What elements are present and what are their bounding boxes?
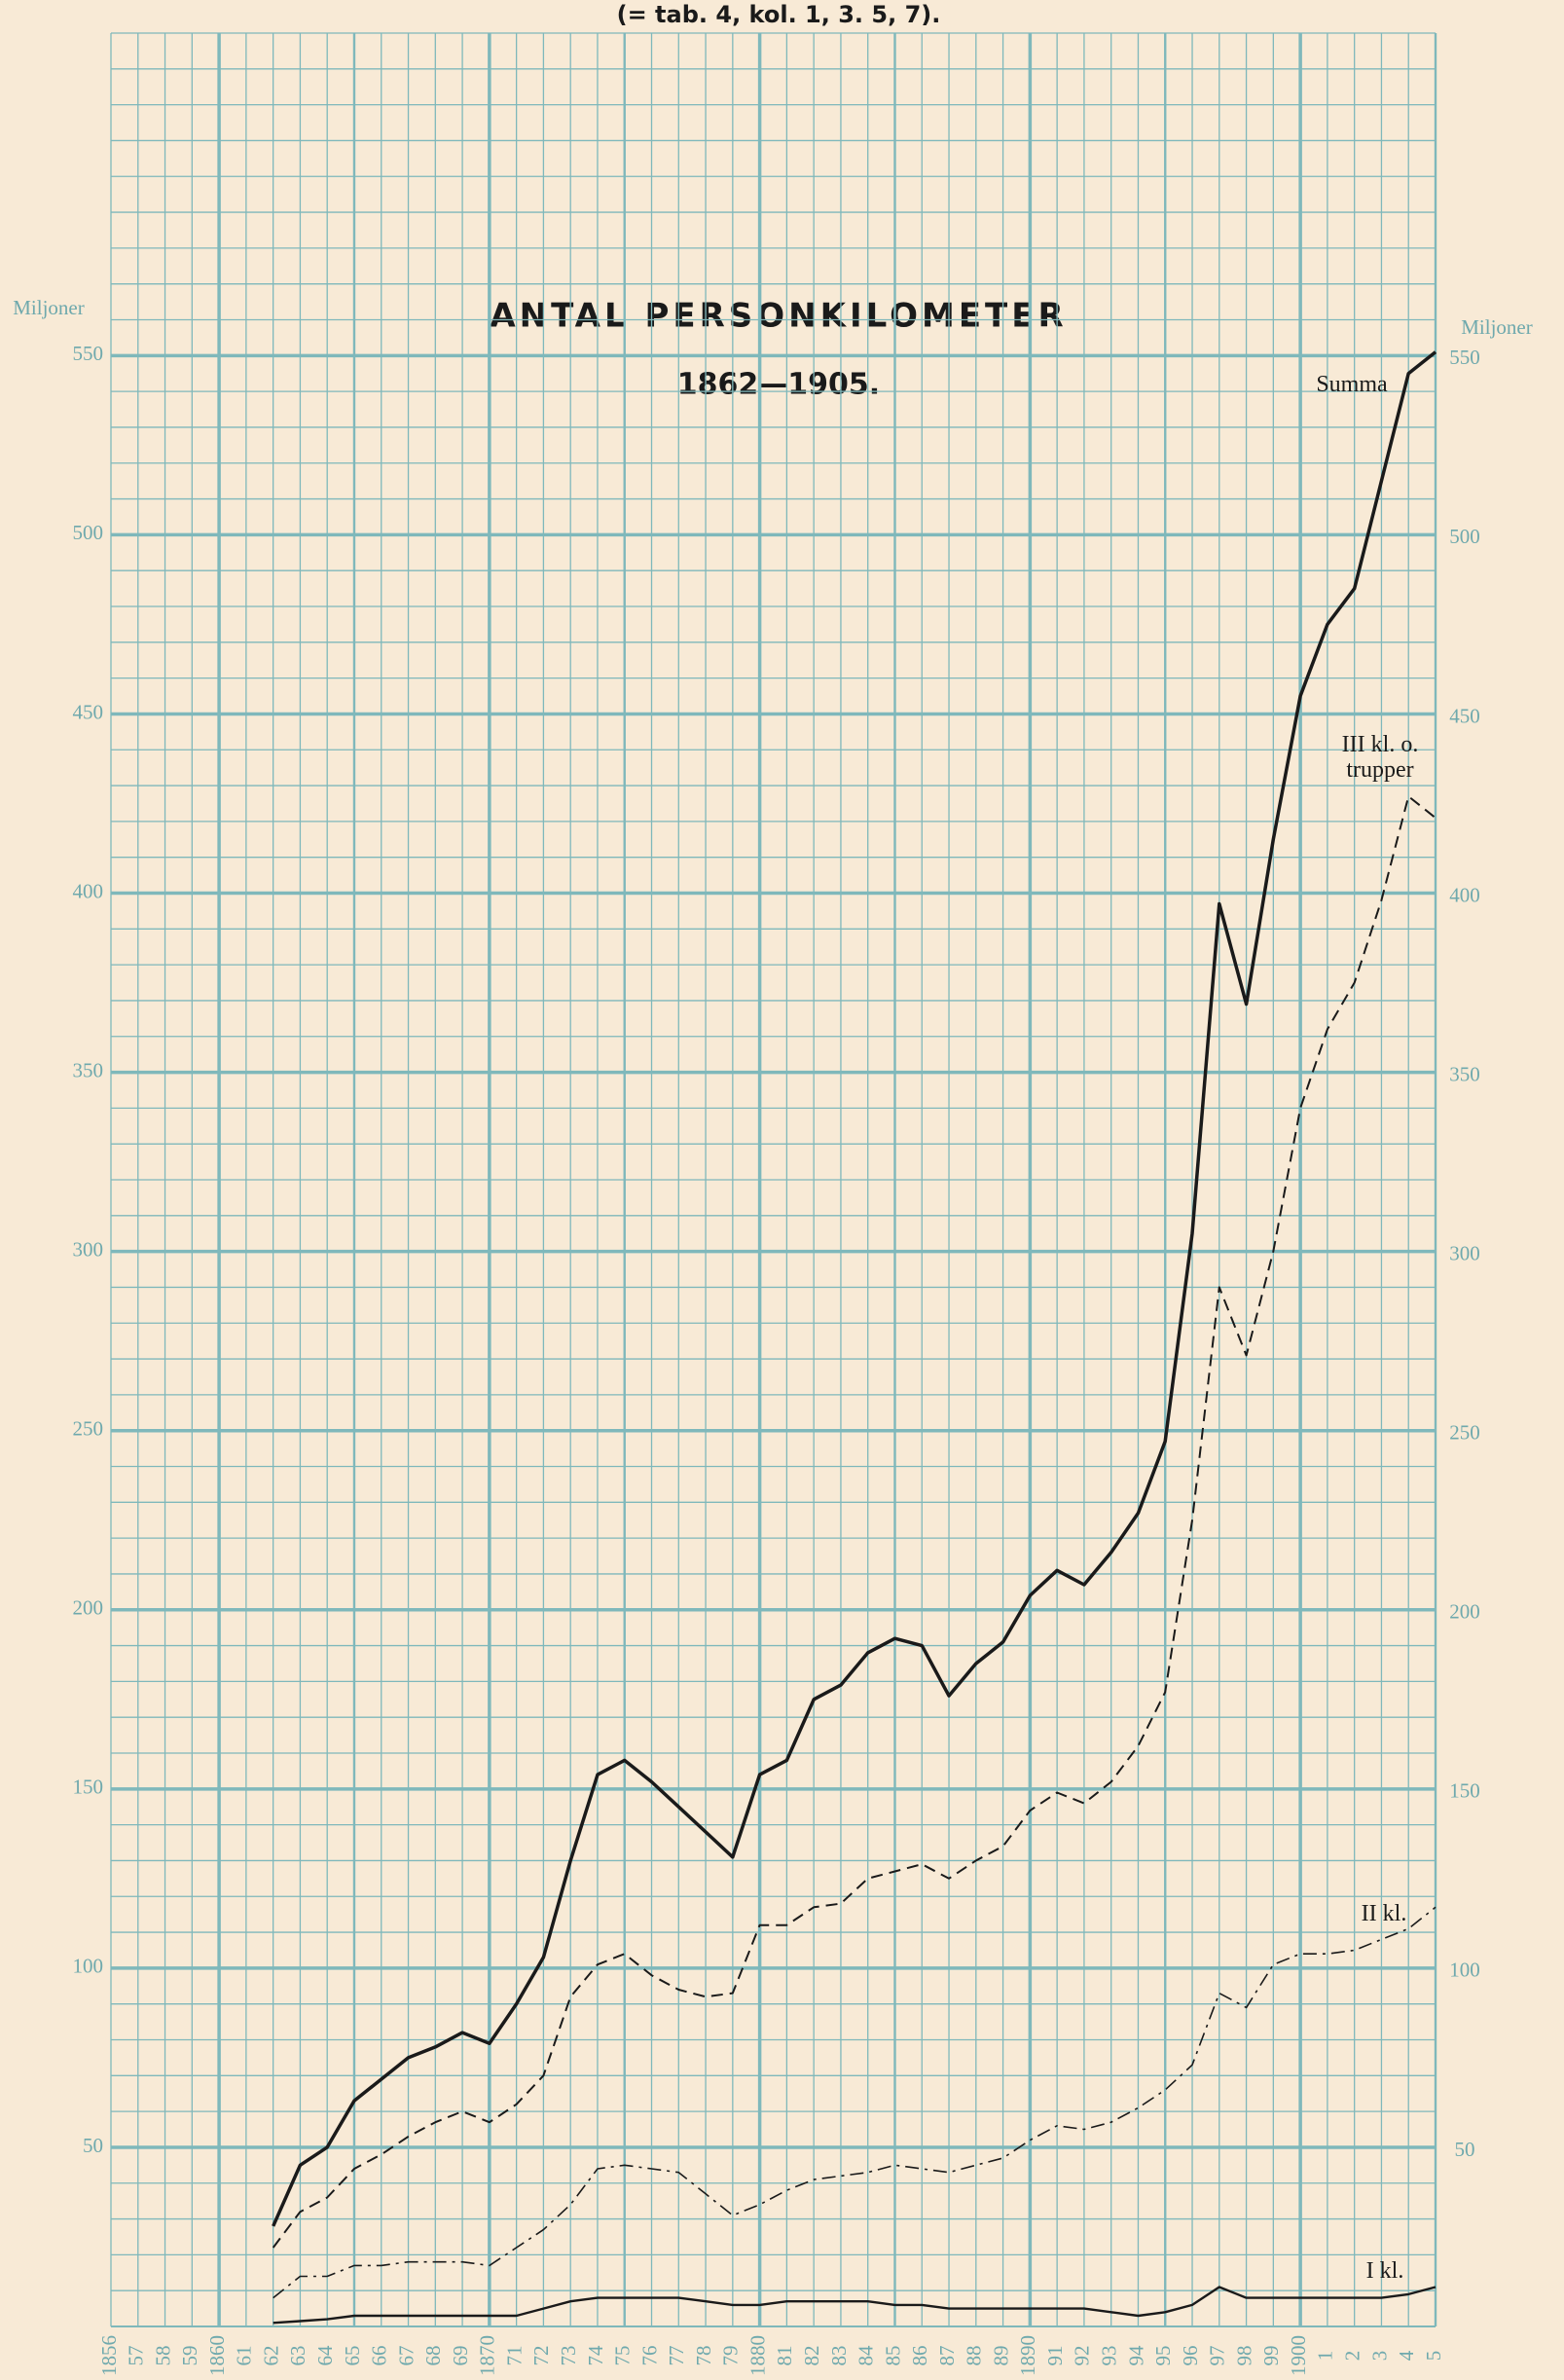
x-tick-label: 94: [1124, 2345, 1147, 2366]
x-tick-label: 1880: [746, 2335, 769, 2376]
x-tick-label: 62: [259, 2346, 282, 2366]
y-tick-label: 550: [73, 342, 104, 365]
x-tick-label: 1856: [97, 2335, 121, 2376]
x-tick-label: 82: [800, 2346, 823, 2366]
data-line: [273, 1906, 1437, 2299]
y-tick-label-right: 50: [1455, 2138, 1475, 2161]
x-tick-label: 81: [773, 2346, 796, 2366]
y-tick-label-right: 450: [1449, 704, 1480, 727]
chart-subtitle: 1862—1905.: [677, 368, 880, 402]
x-tick-label: 69: [449, 2346, 472, 2366]
x-tick-label: 59: [178, 2346, 201, 2366]
data-line: [273, 2286, 1437, 2325]
series-label: III kl. o. trupper: [1341, 732, 1419, 784]
x-tick-label: 72: [529, 2346, 553, 2366]
x-tick-label: 2: [1340, 2351, 1364, 2362]
y-tick-label: 50: [83, 2134, 103, 2157]
x-tick-label: 76: [637, 2346, 661, 2366]
y-tick-label: 100: [73, 1955, 104, 1978]
y-tick-label: 150: [73, 1776, 104, 1799]
x-tick-label: 64: [313, 2345, 337, 2366]
data-line: [272, 795, 1437, 2249]
x-tick-label: 1860: [205, 2335, 229, 2376]
y-tick-label-right: 200: [1449, 1600, 1480, 1624]
x-tick-label: 97: [1206, 2346, 1229, 2366]
x-tick-label: 96: [1179, 2346, 1202, 2366]
y-tick-label: 350: [73, 1058, 104, 1081]
x-tick-label: 87: [935, 2346, 959, 2366]
x-tick-label: 93: [1098, 2346, 1121, 2366]
x-tick-label: 73: [557, 2346, 580, 2366]
y-tick-label-right: 400: [1449, 883, 1480, 906]
x-tick-label: 83: [827, 2346, 851, 2366]
x-tick-label: 61: [233, 2346, 256, 2366]
x-tick-label: 98: [1232, 2346, 1255, 2366]
x-tick-label: 99: [1259, 2346, 1283, 2366]
x-tick-label: 84: [855, 2345, 878, 2366]
y-tick-label: 400: [73, 879, 104, 902]
x-tick-label: 92: [1071, 2346, 1094, 2366]
x-tick-label: 58: [151, 2346, 174, 2366]
y-tick-label: 450: [73, 700, 104, 723]
x-tick-label: 88: [963, 2346, 986, 2366]
series-label: I kl.: [1365, 2258, 1404, 2284]
x-tick-label: 57: [125, 2346, 148, 2366]
y-tick-label-right: 500: [1449, 525, 1480, 548]
y-tick-label: 250: [73, 1417, 104, 1441]
series-label: Summa: [1316, 372, 1388, 397]
x-tick-label: 79: [719, 2346, 743, 2366]
x-tick-label: 77: [665, 2346, 688, 2366]
x-tick-label: 1: [1314, 2351, 1337, 2362]
series-label: II kl.: [1361, 1901, 1407, 1926]
y-tick-label-right: 550: [1449, 346, 1480, 369]
grid: [110, 32, 1437, 2327]
chart-title: ANTAL PERSONKILOMETER: [490, 297, 1067, 336]
x-tick-label: 66: [368, 2346, 391, 2366]
y-tick-label: 300: [73, 1237, 104, 1261]
y-tick-label-right: 300: [1449, 1241, 1480, 1264]
x-tick-label: 75: [611, 2346, 635, 2366]
x-tick-label: 68: [421, 2346, 445, 2366]
x-tick-label: 95: [1151, 2346, 1175, 2366]
y-axis-label-right: Miljoner: [1461, 315, 1533, 339]
x-tick-label: 67: [394, 2346, 418, 2366]
x-tick-label: 4: [1395, 2350, 1418, 2361]
y-tick-label: 200: [73, 1596, 104, 1620]
x-tick-label: 1870: [476, 2335, 499, 2376]
x-tick-label: 63: [286, 2346, 309, 2366]
x-tick-label: 91: [1043, 2346, 1067, 2366]
x-tick-label: 78: [692, 2346, 715, 2366]
y-tick-label: 500: [73, 521, 104, 544]
x-tick-label: 3: [1367, 2351, 1391, 2362]
x-tick-label: 89: [989, 2346, 1012, 2366]
x-tick-label: 1900: [1287, 2335, 1310, 2376]
data-line: [272, 350, 1437, 2227]
y-tick-label-right: 100: [1449, 1959, 1480, 1982]
x-tick-label: 71: [502, 2346, 526, 2366]
x-tick-label: 1890: [1016, 2335, 1039, 2376]
header: (= tab. 4, kol. 1, 3. 5, 7).: [617, 1, 941, 28]
x-tick-label: 85: [881, 2346, 904, 2366]
y-tick-label-right: 350: [1449, 1062, 1480, 1085]
x-tick-label: 86: [908, 2346, 931, 2366]
y-tick-label-right: 150: [1449, 1779, 1480, 1803]
y-tick-label-right: 250: [1449, 1421, 1480, 1445]
x-tick-label: 65: [341, 2346, 364, 2366]
x-tick-label: 5: [1422, 2351, 1445, 2362]
y-axis-label: Miljoner: [13, 296, 85, 319]
x-tick-label: 74: [584, 2345, 607, 2366]
